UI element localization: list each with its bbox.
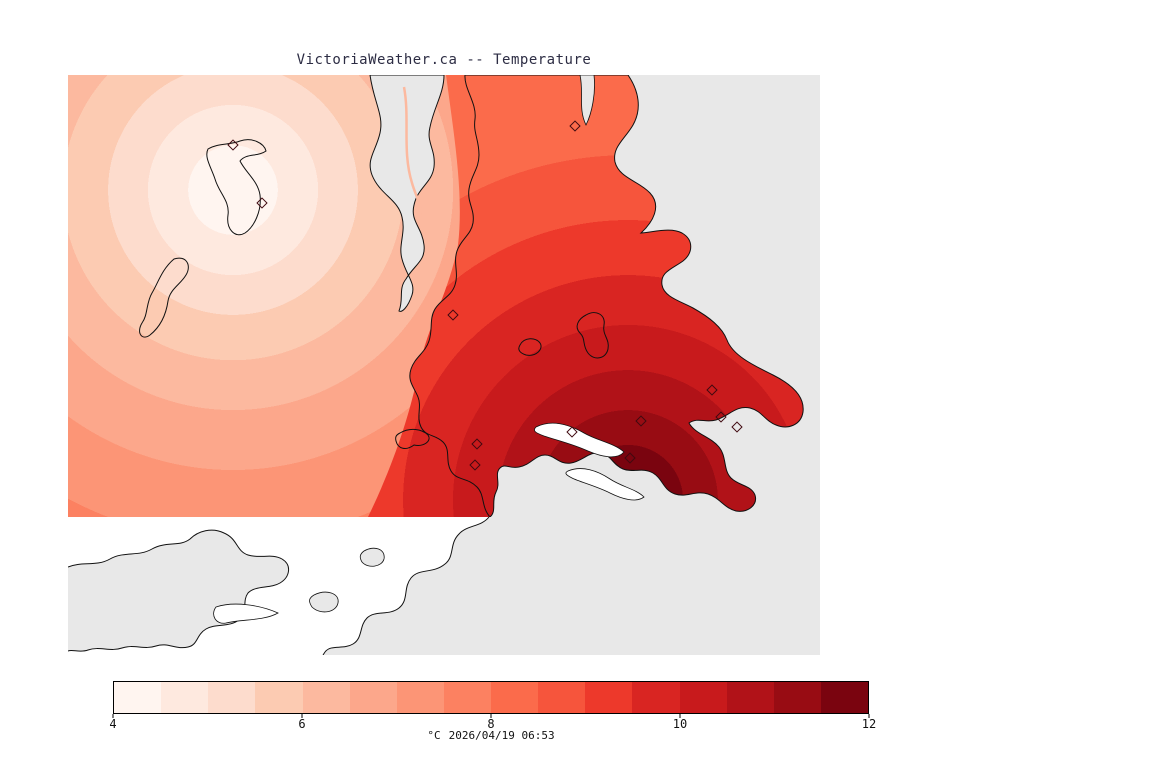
colorbar-cell xyxy=(773,682,821,713)
colorbar-cell xyxy=(114,682,162,713)
colorbar-cell xyxy=(726,682,774,713)
colorbar-cell xyxy=(632,682,680,713)
colorbar-tick-label: 12 xyxy=(861,717,877,731)
colorbar-cell xyxy=(585,682,633,713)
inlet-channel xyxy=(402,86,422,218)
station-marker[interactable] xyxy=(706,384,718,396)
station-layer xyxy=(68,75,820,655)
station-marker[interactable] xyxy=(569,120,581,132)
landmass-temperature-field xyxy=(409,75,804,518)
peninsula-land xyxy=(369,75,445,312)
island-channel xyxy=(534,422,625,458)
station-marker[interactable] xyxy=(566,426,578,438)
island-outline xyxy=(139,257,189,338)
station-marker[interactable] xyxy=(256,197,268,209)
colorbar-tick-mark xyxy=(679,714,681,718)
colorbar-tick-mark xyxy=(112,714,114,718)
colorbar-tick-mark xyxy=(301,714,303,718)
lake-outline xyxy=(518,338,542,356)
islet-outline xyxy=(359,547,385,567)
colorbar-cell xyxy=(443,682,491,713)
colorbar-cell xyxy=(255,682,303,713)
south-coastline xyxy=(68,529,289,652)
colorbar-cell xyxy=(349,682,397,713)
colorbar-timestamp: 2026/04/19 06:53 xyxy=(448,729,555,742)
colorbar-tick-label: 4 xyxy=(109,717,117,731)
islet-outline xyxy=(309,591,339,613)
colorbar-tick-label: 8 xyxy=(487,717,495,731)
colorbar-tick-label: 10 xyxy=(672,717,688,731)
inlet-notch xyxy=(579,75,595,126)
station-marker[interactable] xyxy=(715,411,727,423)
colorbar-unit: °C xyxy=(427,729,441,742)
island-channel xyxy=(565,468,645,501)
colorbar-cell xyxy=(820,682,868,713)
colorbar-tick-label: 6 xyxy=(298,717,306,731)
map-graphic xyxy=(68,75,820,655)
colorbar-cell xyxy=(396,682,444,713)
colorbar-cell xyxy=(208,682,256,713)
colorbar-cell xyxy=(679,682,727,713)
chart-title: VictoriaWeather.ca -- Temperature xyxy=(296,52,592,68)
station-marker[interactable] xyxy=(469,459,481,471)
colorbar xyxy=(113,681,869,714)
colorbar-cell xyxy=(302,682,350,713)
south-coastline xyxy=(322,516,490,655)
colorbar-caption: °C 2026/04/19 06:53 xyxy=(113,729,869,742)
colorbar-ticks: 4 6 8 10 12 xyxy=(109,714,876,732)
inlet-outline xyxy=(213,603,279,624)
colorbar-cell xyxy=(161,682,209,713)
island-outline xyxy=(206,139,267,236)
south-land xyxy=(323,517,502,655)
colorbar-tick-mark xyxy=(490,714,492,718)
station-marker[interactable] xyxy=(227,139,239,151)
station-marker[interactable] xyxy=(731,421,743,433)
station-marker[interactable] xyxy=(624,452,636,464)
colorbar-cell xyxy=(491,682,539,713)
station-marker[interactable] xyxy=(447,309,459,321)
islet-outline xyxy=(395,428,430,449)
colorbar-cells xyxy=(114,682,868,713)
station-marker[interactable] xyxy=(471,438,483,450)
lake-outline xyxy=(576,312,609,359)
station-marker[interactable] xyxy=(635,415,647,427)
temperature-map xyxy=(68,75,820,655)
colorbar-tick-mark xyxy=(868,714,870,718)
colorbar-cell xyxy=(538,682,586,713)
